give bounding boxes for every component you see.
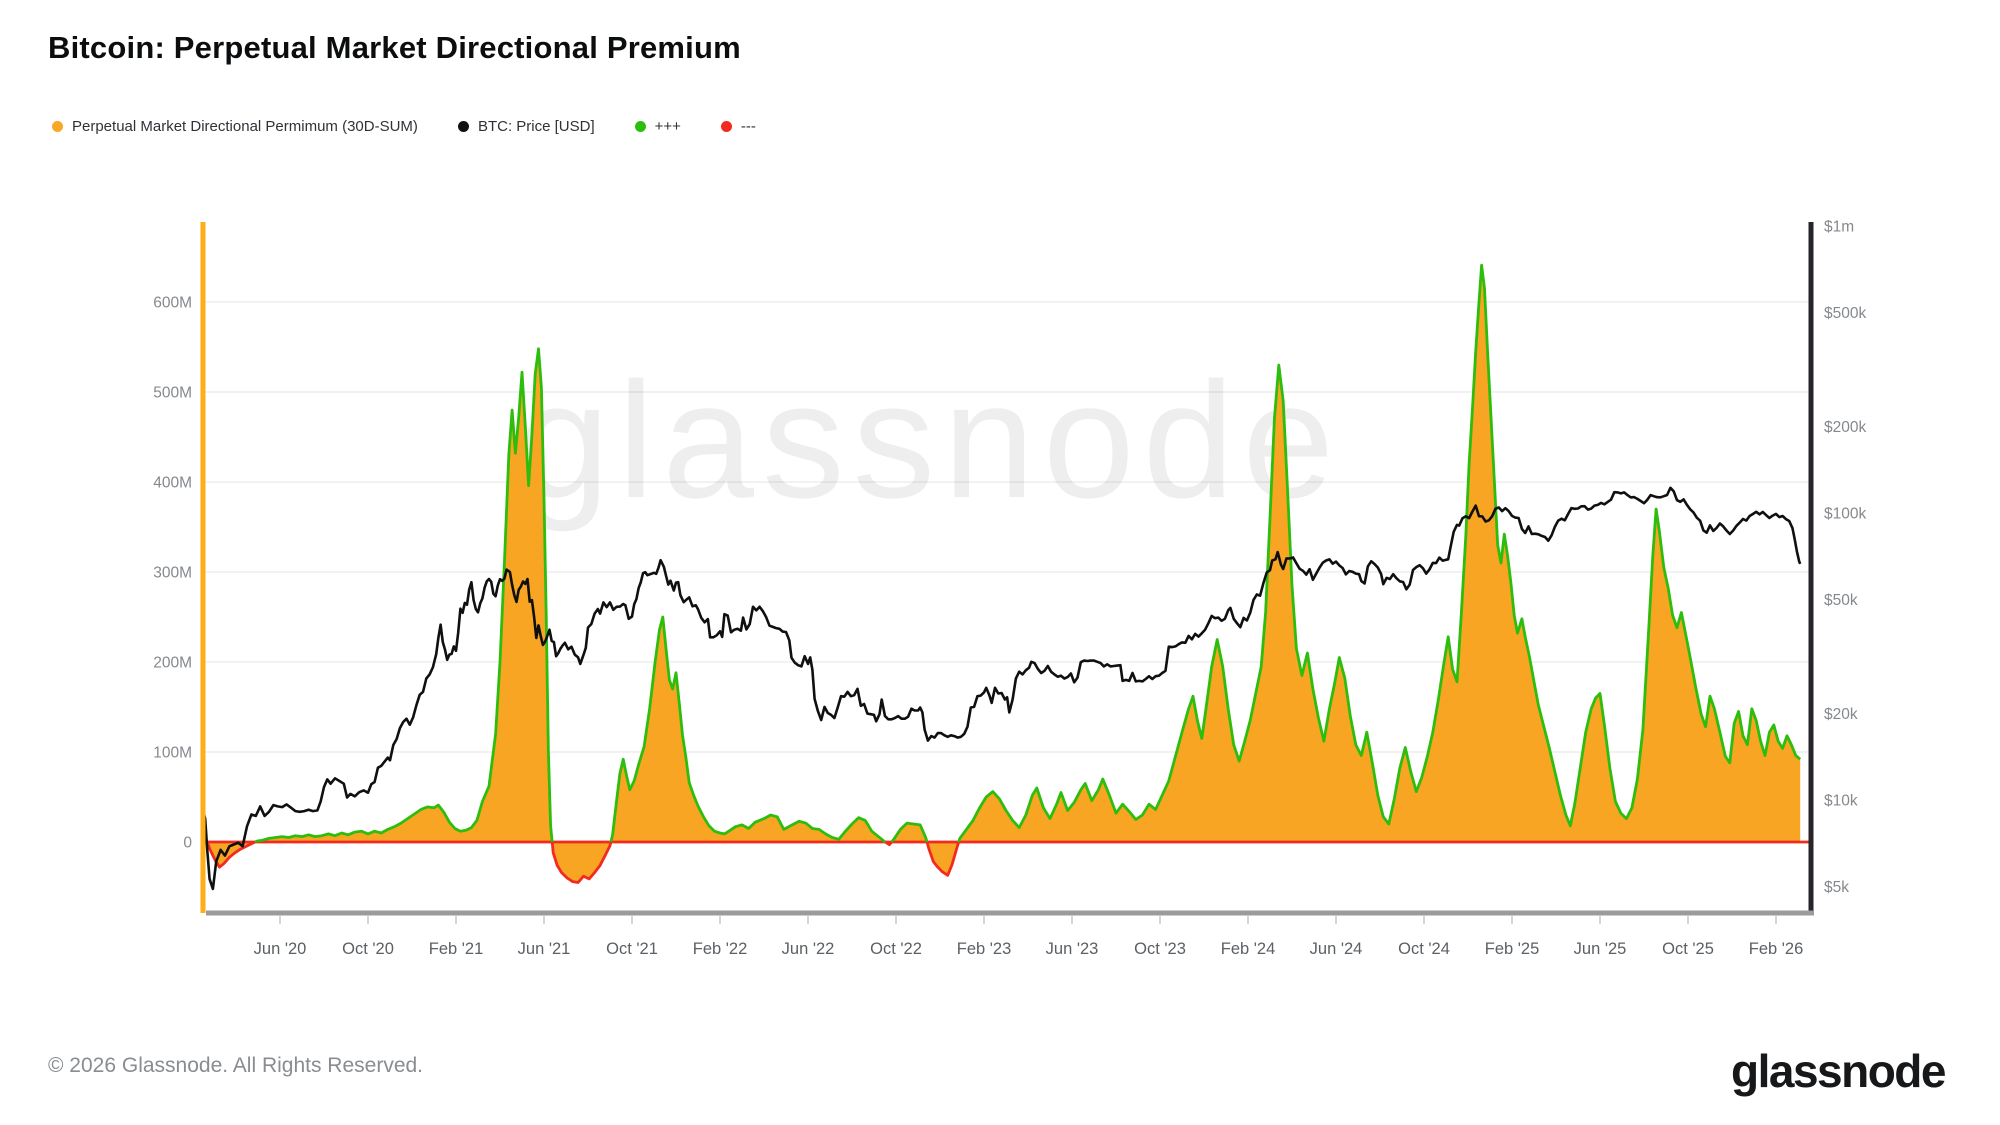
legend-label-btc-price: BTC: Price [USD] <box>477 118 595 135</box>
legend-item-premium: Perpetual Market Directional Permimum (3… <box>52 118 418 135</box>
svg-text:Jun '24: Jun '24 <box>1310 940 1363 958</box>
svg-text:Jun '20: Jun '20 <box>254 940 307 958</box>
svg-text:$5k: $5k <box>1824 879 1849 896</box>
page-title: Bitcoin: Perpetual Market Directional Pr… <box>48 30 741 65</box>
btc-price-dot-icon <box>457 121 469 132</box>
glassnode-logo: glassnode <box>1730 1045 1947 1097</box>
svg-text:$1m: $1m <box>1824 219 1854 236</box>
svg-text:Oct '21: Oct '21 <box>606 940 658 958</box>
legend-item-negative: --- <box>720 118 756 135</box>
legend-label-negative: --- <box>740 118 756 135</box>
svg-text:Jun '21: Jun '21 <box>518 940 571 958</box>
premium-dot-icon <box>52 121 63 132</box>
svg-text:$500k: $500k <box>1824 305 1866 322</box>
svg-text:$100k: $100k <box>1824 506 1866 523</box>
legend-item-positive: +++ <box>634 118 681 135</box>
svg-text:300M: 300M <box>153 565 192 582</box>
svg-text:$10k: $10k <box>1824 793 1858 810</box>
svg-text:Oct '22: Oct '22 <box>870 940 922 958</box>
svg-text:500M: 500M <box>153 385 192 402</box>
positive-dot-icon <box>634 121 646 132</box>
svg-text:glassnode: glassnode <box>518 348 1342 532</box>
svg-text:Feb '21: Feb '21 <box>429 940 484 958</box>
svg-text:$50k: $50k <box>1824 592 1858 609</box>
legend: Perpetual Market Directional Permimum (3… <box>52 118 756 135</box>
svg-text:0: 0 <box>183 835 192 852</box>
svg-text:600M: 600M <box>153 295 192 312</box>
svg-text:Oct '24: Oct '24 <box>1398 940 1450 958</box>
legend-label-premium: Perpetual Market Directional Permimum (3… <box>72 118 418 135</box>
svg-text:Oct '20: Oct '20 <box>342 940 394 958</box>
svg-text:Feb '24: Feb '24 <box>1221 940 1276 958</box>
negative-dot-icon <box>720 121 732 132</box>
svg-text:Jun '25: Jun '25 <box>1574 940 1627 958</box>
svg-text:Oct '23: Oct '23 <box>1134 940 1186 958</box>
svg-text:Jun '22: Jun '22 <box>782 940 835 958</box>
svg-text:$20k: $20k <box>1824 706 1858 723</box>
svg-text:Feb '25: Feb '25 <box>1485 940 1540 958</box>
svg-text:200M: 200M <box>153 655 192 672</box>
copyright-text: © 2026 Glassnode. All Rights Reserved. <box>48 1054 424 1077</box>
svg-text:100M: 100M <box>153 745 192 762</box>
svg-text:$200k: $200k <box>1824 419 1866 436</box>
svg-text:400M: 400M <box>153 475 192 492</box>
svg-text:Oct '25: Oct '25 <box>1662 940 1714 958</box>
svg-text:Feb '22: Feb '22 <box>693 940 748 958</box>
svg-text:Jun '23: Jun '23 <box>1046 940 1099 958</box>
legend-label-positive: +++ <box>654 118 681 135</box>
svg-text:Feb '26: Feb '26 <box>1749 940 1804 958</box>
legend-item-btc-price: BTC: Price [USD] <box>457 118 595 135</box>
svg-text:Feb '23: Feb '23 <box>957 940 1012 958</box>
